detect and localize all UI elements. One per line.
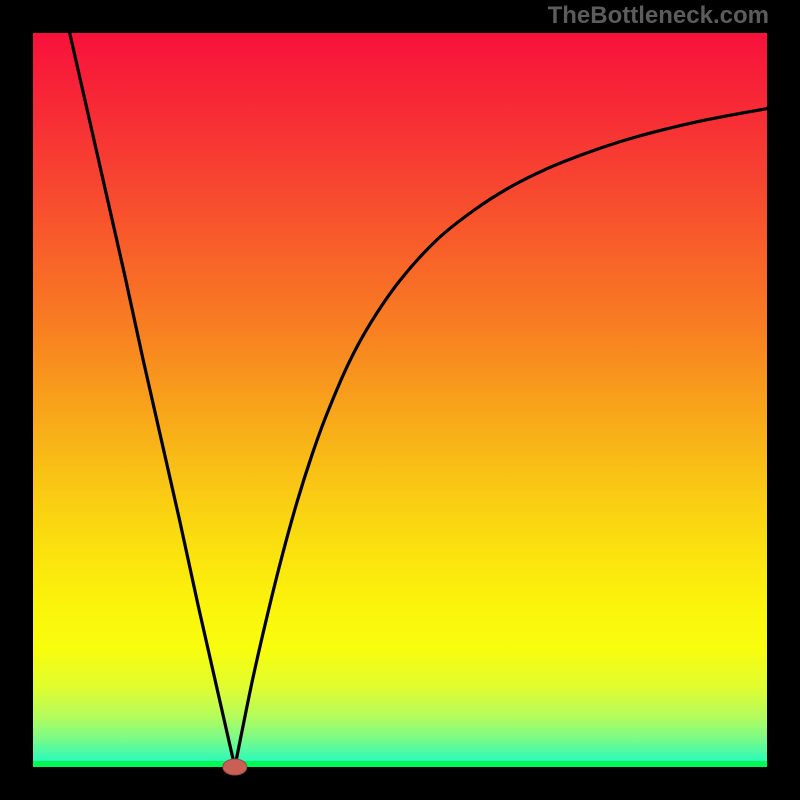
plot-background-gradient bbox=[33, 33, 767, 767]
watermark-text: TheBottleneck.com bbox=[548, 2, 769, 30]
baseline-strip bbox=[33, 761, 767, 767]
optimal-point-marker bbox=[223, 759, 247, 775]
chart-frame: TheBottleneck.com bbox=[0, 0, 800, 800]
chart-svg bbox=[0, 0, 800, 800]
